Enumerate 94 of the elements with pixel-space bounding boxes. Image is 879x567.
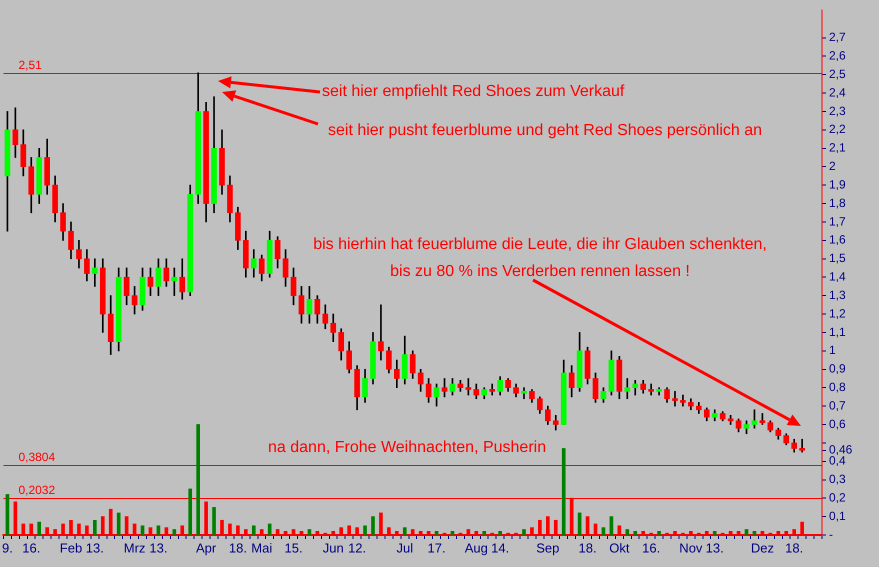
candlestick: [680, 394, 686, 406]
bar: [116, 512, 121, 535]
x-tick-label: 18.: [578, 540, 597, 556]
x-tick-label: Nov: [679, 540, 703, 556]
candlestick: [672, 391, 678, 406]
x-tick-label: Okt: [609, 540, 630, 556]
bar: [562, 448, 566, 535]
y-tick-label: 1,3: [829, 288, 846, 302]
bar: [657, 530, 661, 535]
x-tick-label: Jun: [322, 540, 344, 556]
y-tick-label: 1,1: [829, 324, 846, 339]
bar: [93, 520, 97, 535]
bar: [578, 512, 582, 535]
x-tick-label: 17.: [428, 540, 446, 556]
y-tick-label: 1,6: [829, 232, 846, 247]
y-tick-label: 0,2: [829, 490, 846, 504]
annotation: bis hierhin hat feuerblume die Leute, die ihr Glauben schenkten, bis zu 80 % ins Verderben rennen lassen !: [312, 235, 768, 282]
x-tick-label: Mai: [251, 540, 272, 556]
y-tick-label: 2: [829, 159, 836, 174]
bar: [140, 525, 144, 535]
candlestick: [442, 378, 448, 398]
x-tick-label: Jul: [396, 540, 414, 556]
bar: [37, 522, 42, 535]
bar: [498, 530, 502, 535]
bar: [156, 525, 160, 535]
bar: [6, 494, 10, 535]
bar: [602, 527, 606, 535]
x-tick-label: 13.: [706, 540, 724, 556]
annotation: na dann, Frohe Weihnachten, Pusherin: [268, 438, 546, 458]
x-tick-label: Sep: [536, 540, 560, 556]
y-tick-label: 1,5: [829, 251, 846, 266]
y-tick-label: 0,9: [829, 362, 846, 376]
x-tick-label: 15.: [284, 540, 303, 556]
y-tick-label: 0,7: [829, 398, 846, 412]
x-tick-label: 13.: [86, 540, 104, 556]
y-tick-label: 2,1: [829, 140, 846, 155]
y-tick-label: -: [829, 527, 833, 542]
x-tick-label: 18.: [228, 540, 247, 556]
x-tick-label: 18.: [785, 540, 804, 556]
bar: [188, 488, 192, 535]
x-tick-label: Dez: [750, 540, 774, 556]
y-tick-label: 0,6: [829, 416, 846, 431]
x-tick-label: 12.: [348, 540, 366, 556]
x-tick-label: Aug: [464, 540, 488, 556]
bar: [402, 527, 407, 535]
y-tick-label: 2,6: [829, 48, 846, 63]
y-tick-label: 1,7: [829, 214, 846, 228]
bar: [196, 424, 200, 535]
x-tick-label: Apr: [196, 540, 217, 556]
bar: [212, 507, 216, 535]
y-tick-label: 2,3: [829, 104, 846, 118]
bar: [308, 529, 312, 535]
x-tick-label: 16.: [642, 540, 660, 556]
bar: [252, 525, 256, 535]
y-tick-label: 1: [829, 343, 836, 358]
bar: [434, 530, 438, 535]
y-tick-label: 1,4: [829, 270, 846, 284]
bar: [172, 529, 176, 535]
y-tick-label: 1,9: [829, 177, 846, 192]
y-tick-label: 2,5: [829, 66, 846, 81]
bar: [744, 529, 748, 535]
y-tick-label: 1,2: [829, 306, 846, 320]
bar: [752, 530, 756, 535]
candlestick: [378, 304, 384, 360]
bar: [482, 530, 486, 535]
bar: [363, 525, 367, 535]
y-tick-label: 2,7: [829, 30, 846, 44]
y-tick-label: 0,3: [829, 472, 846, 486]
x-tick-label: Feb: [60, 540, 82, 556]
bar: [450, 530, 454, 535]
annotation: seit hier empfiehlt Red Shoes zum Verkauf: [322, 82, 624, 102]
bar: [371, 516, 375, 535]
bar: [712, 530, 717, 535]
candlestick: [521, 387, 527, 400]
ref-line-label: 2,51: [18, 58, 42, 72]
bar: [268, 524, 272, 535]
x-tick-label: 16.: [22, 540, 40, 556]
bar: [522, 529, 526, 535]
x-tick-label: 13.: [149, 540, 168, 556]
bar: [633, 530, 638, 535]
annotation: seit hier pusht feuerblume und geht Red Shoes persönlich an: [328, 121, 762, 141]
ref-line-label: 0,2032: [18, 482, 56, 497]
y-tick-label: 0,8: [829, 380, 846, 394]
y-tick-label: 2,4: [829, 85, 846, 100]
x-tick-label: 9.: [2, 540, 13, 556]
ref-line-label: 0,3804: [18, 450, 56, 464]
y-tick-label: 1,8: [829, 196, 846, 210]
y-tick-label: 2,2: [829, 122, 846, 136]
y-tick-label: 0,1: [829, 508, 846, 523]
bar: [610, 516, 614, 535]
candlestick: [752, 409, 758, 429]
x-tick-label: Mrz: [124, 540, 146, 556]
bar: [625, 529, 630, 535]
x-tick-label: 14.: [491, 540, 510, 556]
